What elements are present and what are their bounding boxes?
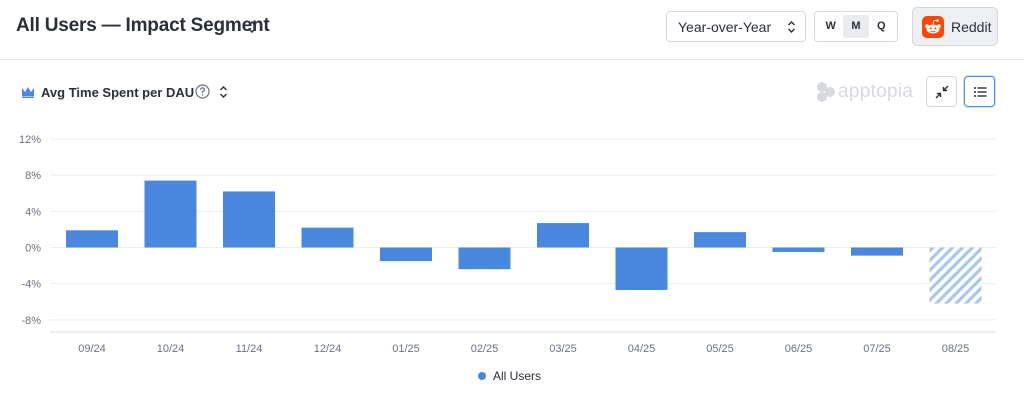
apptopia-logo: apptopia [816,80,916,104]
y-tick-label: -4% [21,279,41,291]
crown-icon [22,87,34,98]
x-tick-label: 01/25 [392,343,420,355]
x-tick-label: 08/25 [942,343,970,355]
y-tick-label: 4% [25,206,41,218]
metric-title: Avg Time Spent per DAU [41,85,195,100]
x-tick-label: 05/25 [706,343,734,355]
x-tick-label: 06/25 [785,343,813,355]
question-circle-icon[interactable] [195,84,210,99]
y-tick-label: 12% [19,134,41,146]
bar-12-24[interactable] [301,227,354,248]
metric-chevron-icon[interactable] [219,85,228,99]
x-tick-label: 10/24 [157,343,185,355]
y-tick-label: -8% [21,315,41,327]
app-selector-button[interactable]: Reddit [912,7,998,46]
granularity-month-button[interactable]: M [843,15,869,38]
granularity-quarter-button[interactable]: Q [877,20,886,32]
collapse-arrows-icon [935,85,949,99]
bar-09-24[interactable] [66,230,118,248]
bar-03-25[interactable] [537,223,589,248]
x-tick-label: 07/25 [863,343,891,355]
x-tick-label: 09/24 [78,343,106,355]
y-tick-label: 0% [25,243,41,255]
period-select[interactable]: Year-over-Year [666,11,806,42]
period-select-label: Year-over-Year [678,19,772,35]
page-title: All Users — Impact Segment [16,15,270,36]
reddit-icon [922,16,944,38]
x-tick-label: 12/24 [314,343,342,355]
bar-01-25[interactable] [380,247,432,262]
bar-07-25[interactable] [851,247,903,256]
updown-chevron-icon [788,21,795,33]
bar-10-24[interactable] [144,180,197,248]
legend-swatch [478,372,486,380]
legend-label: All Users [493,369,542,383]
list-view-icon [974,87,987,97]
table-view-button[interactable] [964,76,995,107]
granularity-week-button[interactable]: W [825,20,836,32]
segment-chevron-icon[interactable] [247,19,257,35]
app-name-label: Reddit [951,19,992,35]
bar-05-25[interactable] [694,232,746,248]
header-bar: All Users — Impact Segment Year-over-Yea… [0,0,1024,60]
bar-08-25[interactable] [929,247,982,304]
bar-02-25[interactable] [458,247,511,270]
bar-11-24[interactable] [223,191,275,248]
x-tick-label: 03/25 [549,343,577,355]
x-tick-label: 04/25 [628,343,656,355]
bar-06-25[interactable] [772,247,825,253]
apptopia-logo-text: apptopia [838,81,914,102]
bar-04-25[interactable] [615,247,668,290]
granularity-toggle: W M Q [814,11,898,42]
apptopia-logo-icon [817,82,835,102]
chart-legend: All Users [478,369,541,383]
x-tick-label: 02/25 [471,343,499,355]
y-tick-label: 8% [25,170,41,182]
collapse-button[interactable] [926,76,957,107]
x-tick-label: 11/24 [236,343,263,355]
